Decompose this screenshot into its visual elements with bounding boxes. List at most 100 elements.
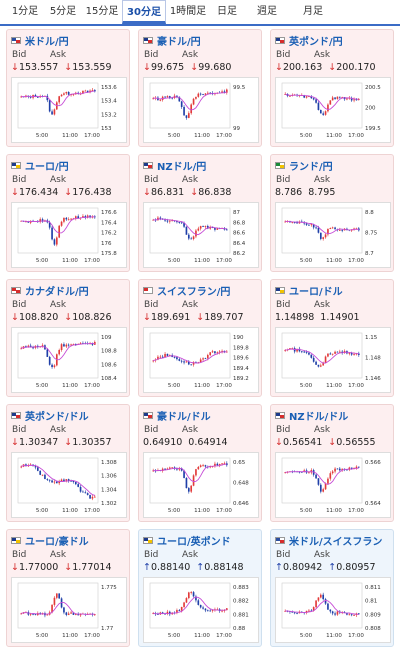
price-chart[interactable]: 176.6 176.4 176.2 176 175.8 5:00 11:00 17:00 xyxy=(11,202,127,268)
currency-pair-name[interactable]: 英ポンド/円 xyxy=(289,36,343,48)
candle-up xyxy=(312,607,315,611)
currency-pair-name[interactable]: ユーロ/円 xyxy=(25,161,69,173)
currency-pair-name[interactable]: NZドル/円 xyxy=(157,161,207,173)
candlestick-chart: 1.308 1.306 1.304 1.302 5:00 11:00 17:00 xyxy=(17,457,117,514)
x-tick-label: 11:00 xyxy=(194,383,210,389)
tab-2[interactable]: 15分足 xyxy=(85,6,119,17)
rate-card[interactable]: NZドル/ドル Bid Ask ↓0.56541 ↓0.56555 0.566 0.564 5… xyxy=(270,404,394,522)
candle-up xyxy=(53,597,56,605)
y-tick-label: 8.75 xyxy=(365,231,378,237)
price-chart[interactable]: 87 86.8 86.6 86.4 86.2 5:00 11:00 17:00 xyxy=(143,202,259,268)
candle-up xyxy=(199,226,202,229)
tab-7[interactable]: 月足 xyxy=(303,6,323,17)
currency-pair-name[interactable]: ユーロ/豪ドル xyxy=(25,536,89,548)
x-tick-label: 5:00 xyxy=(36,633,49,639)
ask-price: 200.170 xyxy=(336,62,376,73)
price-chart[interactable]: 1.308 1.306 1.304 1.302 5:00 11:00 17:00 xyxy=(11,452,127,518)
rate-card[interactable]: カナダドル/円 Bid Ask ↓108.820 ↓108.826 109 108.8 108… xyxy=(6,279,130,397)
bid-ask-labels: Bid Ask xyxy=(144,300,220,310)
rate-card[interactable]: NZドル/円 Bid Ask ↓86.831 ↓86.838 87 86.8 86.6 86.4… xyxy=(138,154,262,272)
candle-up xyxy=(152,98,155,100)
candle-down xyxy=(41,219,44,222)
rate-card[interactable]: ランド/円 Bid Ask 8.786 8.795 8.8 8.75 8.7 5:00 11:00… xyxy=(270,154,394,272)
candle-up xyxy=(70,344,72,346)
bid-value: ↑0.88140 xyxy=(143,562,190,573)
currency-pair-name[interactable]: カナダドル/円 xyxy=(25,286,89,298)
tab-0[interactable]: 1分足 xyxy=(11,6,39,17)
down-arrow-icon: ↓ xyxy=(275,437,283,448)
candle-up xyxy=(67,219,70,221)
candle-up xyxy=(79,613,82,616)
candle-up xyxy=(55,237,58,245)
candle-down xyxy=(51,227,53,240)
ask-label: Ask xyxy=(182,175,199,185)
y-tick-label: 8.7 xyxy=(365,251,374,257)
candle-up xyxy=(211,610,214,612)
candle-up xyxy=(204,226,207,227)
tab-6[interactable]: 週足 xyxy=(257,6,277,17)
currency-pair-name[interactable]: NZドル/ドル xyxy=(289,411,349,423)
candle-up xyxy=(331,97,334,101)
candle-up xyxy=(334,468,336,472)
price-chart[interactable]: 109 108.8 108.6 108.4 5:00 11:00 17:00 xyxy=(11,327,127,393)
price-chart[interactable]: 1.15 1.148 1.146 5:00 11:00 17:00 xyxy=(275,327,391,393)
currency-pair-name[interactable]: 豪ドル/円 xyxy=(157,36,201,48)
x-tick-label: 11:00 xyxy=(62,258,78,264)
tab-1[interactable]: 5分足 xyxy=(49,6,77,17)
price-chart[interactable]: 190 189.8 189.6 189.4 189.2 5:00 11:00 17:00 xyxy=(143,327,259,393)
currency-pair-name[interactable]: 英ポンド/ドル xyxy=(25,411,89,423)
price-chart[interactable]: 0.65 0.648 0.646 5:00 11:00 17:00 xyxy=(143,452,259,518)
plot-frame xyxy=(149,582,231,629)
tab-5[interactable]: 日足 xyxy=(217,6,237,17)
candle-up xyxy=(20,348,23,350)
rate-card[interactable]: 豪ドル/円 Bid Ask ↓99.675 ↓99.680 99.5 99 5:00 11:00… xyxy=(138,29,262,147)
x-tick-label: 17:00 xyxy=(348,133,364,139)
price-chart[interactable]: 0.883 0.882 0.881 0.88 5:00 11:00 17:00 xyxy=(143,577,259,643)
price-chart[interactable]: 0.811 0.81 0.809 0.808 5:00 11:00 17:00 xyxy=(275,577,391,643)
rate-card[interactable]: 米ドル/スイスフラン Bid Ask ↑0.80942 ↑0.80957 0.811 0.8… xyxy=(270,529,394,647)
candle-up xyxy=(209,466,212,468)
currency-pair-name[interactable]: ユーロ/ドル xyxy=(289,286,343,298)
price-chart[interactable]: 1.775 1.77 5:00 11:00 17:00 xyxy=(11,577,127,643)
rate-card[interactable]: ユーロ/円 Bid Ask ↓176.434 ↓176.438 176.6 176.4 176… xyxy=(6,154,130,272)
candle-up xyxy=(65,91,68,94)
ask-label: Ask xyxy=(314,50,331,60)
rate-card[interactable]: 英ポンド/ドル Bid Ask ↓1.30347 ↓1.30357 1.308 1.306 1… xyxy=(6,404,130,522)
rate-card[interactable]: スイスフラン/円 Bid Ask ↓189.691 ↓189.707 190 189.8 18… xyxy=(138,279,262,397)
candle-up xyxy=(289,95,291,97)
candle-down xyxy=(168,96,171,98)
tab-3[interactable]: 30分足 xyxy=(122,0,166,24)
currency-pair-name[interactable]: 米ドル/円 xyxy=(25,36,69,48)
candle-up xyxy=(74,216,77,219)
candle-up xyxy=(209,352,212,356)
currency-pair-name[interactable]: 豪ドル/ドル xyxy=(157,411,211,423)
rate-card[interactable]: 豪ドル/ドル Bid Ask 0.64910 0.64914 0.65 0.648 0.646… xyxy=(138,404,262,522)
price-chart[interactable]: 8.8 8.75 8.7 5:00 11:00 17:00 xyxy=(275,202,391,268)
candle-up xyxy=(357,99,360,100)
currency-pair-name[interactable]: スイスフラン/円 xyxy=(157,286,231,298)
rate-card[interactable]: ユーロ/豪ドル Bid Ask ↓1.77000 ↓1.77014 1.775 1.77 5:… xyxy=(6,529,130,647)
candle-down xyxy=(322,594,325,600)
price-chart[interactable]: 99.5 99 5:00 11:00 17:00 xyxy=(143,77,259,143)
currency-pair-name[interactable]: 米ドル/スイスフラン xyxy=(289,536,383,548)
candle-down xyxy=(77,484,80,487)
moving-average-line xyxy=(285,220,359,234)
price-chart[interactable]: 153.6 153.4 153.2 153 5:00 11:00 17:00 xyxy=(11,77,127,143)
rate-card[interactable]: ユーロ/英ポンド Bid Ask ↑0.88140 ↑0.88148 0.883 0.882… xyxy=(138,529,262,647)
currency-pair-name[interactable]: ランド/円 xyxy=(289,161,333,173)
rate-card[interactable]: 英ポンド/円 Bid Ask ↓200.163 ↓200.170 200.5 200 199.… xyxy=(270,29,394,147)
price-chart[interactable]: 0.566 0.564 5:00 11:00 17:00 xyxy=(275,452,391,518)
tab-4[interactable]: 1時間足 xyxy=(169,6,207,17)
rate-card[interactable]: ユーロ/ドル Bid Ask 1.14898 1.14901 1.15 1.148 1.146… xyxy=(270,279,394,397)
candle-up xyxy=(72,94,75,96)
price-chart[interactable]: 200.5 200 199.5 5:00 11:00 17:00 xyxy=(275,77,391,143)
candle-down xyxy=(34,614,37,615)
rate-card[interactable]: 米ドル/円 Bid Ask ↓153.557 ↓153.559 153.6 153.4 153… xyxy=(6,29,130,147)
candlestick-chart: 1.15 1.148 1.146 5:00 11:00 17:00 xyxy=(281,332,381,389)
candlestick-chart: 153.6 153.4 153.2 153 5:00 11:00 17:00 xyxy=(17,82,117,139)
candle-down xyxy=(319,232,322,239)
bid-ask-values: ↓189.691 ↓189.707 xyxy=(143,312,250,323)
y-tick-label: 108.6 xyxy=(101,362,117,368)
currency-pair-name[interactable]: ユーロ/英ポンド xyxy=(157,536,231,548)
candle-down xyxy=(346,612,348,615)
